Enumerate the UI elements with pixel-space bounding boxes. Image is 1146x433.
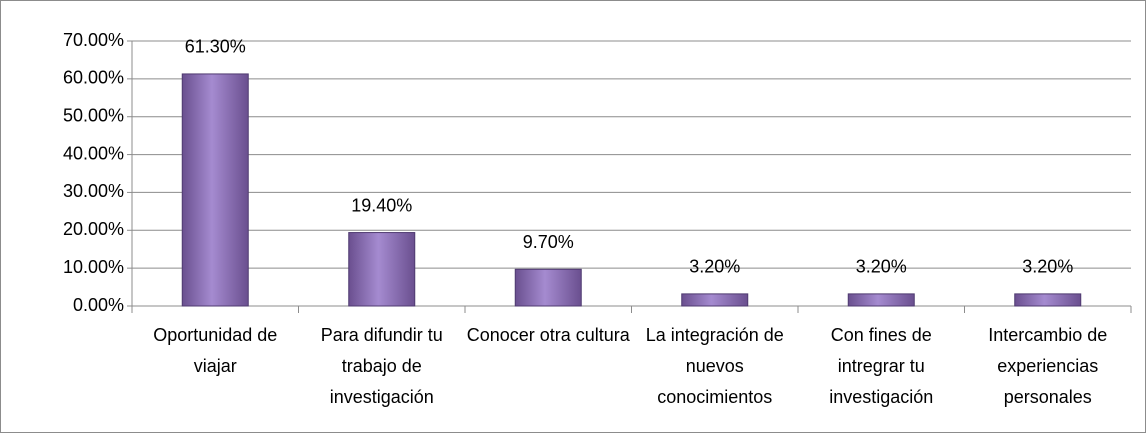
y-tick-label: 50.00%	[63, 105, 124, 125]
y-tick-label: 70.00%	[63, 30, 124, 50]
bar	[1014, 293, 1082, 307]
data-label: 19.40%	[351, 195, 412, 215]
y-tick-label: 20.00%	[63, 219, 124, 239]
data-label: 3.20%	[856, 257, 907, 277]
x-tick-label: Oportunidad de viajar	[153, 325, 278, 376]
y-tick-label: 40.00%	[63, 143, 124, 163]
data-label: 61.30%	[185, 37, 246, 57]
bar	[348, 232, 416, 307]
data-label: 9.70%	[523, 232, 574, 252]
x-tick-label: Intercambio de experiencias personales	[988, 325, 1108, 407]
bar	[681, 293, 749, 307]
x-tick-label: La integración de nuevos conocimientos	[645, 325, 784, 407]
data-label: 3.20%	[689, 257, 740, 277]
y-tick-label: 0.00%	[73, 295, 124, 315]
bar	[514, 268, 582, 307]
bar	[847, 293, 915, 307]
x-tick-label: Para difundir tu trabajo de investigació…	[320, 325, 443, 407]
x-tick-label: Conocer otra cultura	[466, 325, 630, 345]
bar	[181, 73, 249, 307]
x-tick-label: Con fines de intregrar tu investigación	[829, 325, 934, 407]
y-tick-label: 10.00%	[63, 257, 124, 277]
y-tick-label: 30.00%	[63, 181, 124, 201]
data-label: 3.20%	[1022, 257, 1073, 277]
y-tick-label: 60.00%	[63, 68, 124, 88]
